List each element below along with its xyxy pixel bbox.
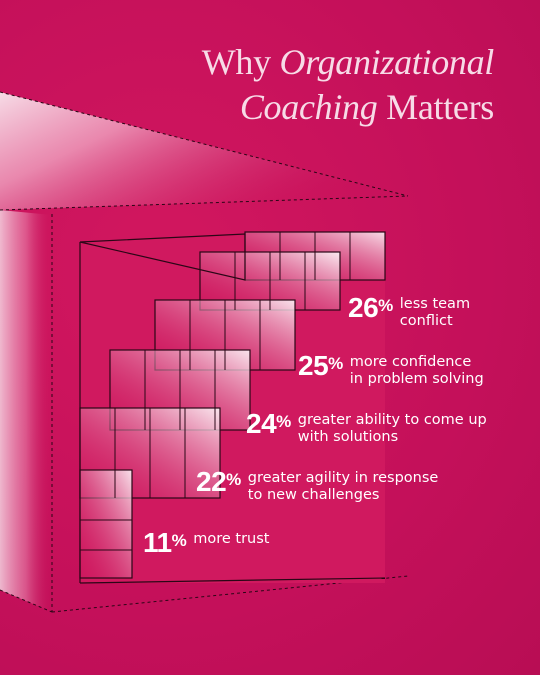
left-wall: [0, 210, 52, 612]
title-emphasis-organizational: Organizational: [279, 42, 495, 82]
stat-percent: 11%: [143, 527, 187, 558]
stat-percent: 25%: [298, 350, 343, 381]
stat-agility: 22% greater agility in response to new ch…: [196, 468, 438, 504]
stat-description: more confidence in problem solving: [349, 354, 484, 387]
ceiling-panel: [0, 92, 408, 210]
room-outline: [0, 91, 409, 613]
stat-percent: 24%: [246, 408, 291, 439]
page-title: Why Organizational Coaching Matters: [134, 40, 495, 130]
stat-percent: 26%: [348, 292, 393, 323]
steps: [79, 230, 386, 584]
stat-description: more trust: [193, 531, 270, 547]
stat-description: greater ability to come up with solutions: [297, 412, 487, 445]
stat-team-conflict: 26% less team conflict: [348, 294, 470, 330]
stat-confidence: 25% more confidence in problem solving: [298, 352, 484, 388]
stat-trust: 11% more trust: [143, 529, 269, 557]
title-emphasis-coaching: Coaching: [239, 87, 378, 127]
title-part2: Matters: [377, 87, 494, 127]
stat-description: less team conflict: [399, 296, 471, 329]
stat-solutions: 24% greater ability to come up with solut…: [246, 410, 487, 446]
stat-description: greater agility in response to new challe…: [247, 470, 439, 503]
stat-percent: 22%: [196, 466, 241, 497]
title-part1: Why: [201, 42, 280, 82]
